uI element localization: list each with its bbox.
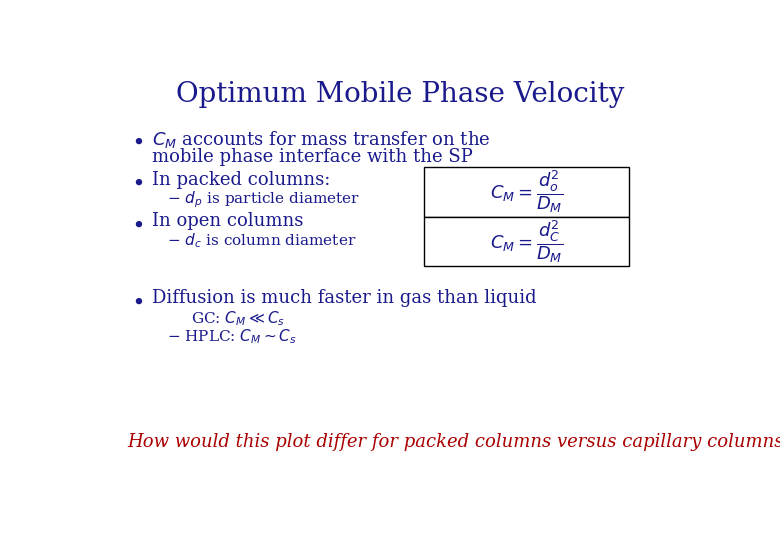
Text: mobile phase interface with the SP: mobile phase interface with the SP (152, 148, 473, 166)
Text: $\bullet$: $\bullet$ (131, 289, 143, 312)
Text: $\bullet$: $\bullet$ (131, 171, 143, 193)
Text: $-$ HPLC: $C_M \sim C_s$: $-$ HPLC: $C_M \sim C_s$ (167, 328, 297, 346)
Text: GC: $C_M \ll C_s$: GC: $C_M \ll C_s$ (191, 309, 285, 328)
Text: Optimum Mobile Phase Velocity: Optimum Mobile Phase Velocity (176, 82, 624, 109)
Text: $C_M$ accounts for mass transfer on the: $C_M$ accounts for mass transfer on the (152, 129, 491, 150)
Text: $-\ d_p$ is particle diameter: $-\ d_p$ is particle diameter (167, 190, 360, 210)
Text: $C_M = \dfrac{d_C^2}{D_M}$: $C_M = \dfrac{d_C^2}{D_M}$ (490, 218, 563, 265)
Text: $\bullet$: $\bullet$ (131, 212, 143, 234)
Text: $C_M = \dfrac{d_o^2}{D_M}$: $C_M = \dfrac{d_o^2}{D_M}$ (490, 168, 563, 215)
Text: $\bullet$: $\bullet$ (131, 129, 143, 151)
Text: In packed columns:: In packed columns: (152, 171, 330, 189)
Text: How would this plot differ for packed columns versus capillary columns?: How would this plot differ for packed co… (128, 433, 780, 451)
Bar (424, 167, 629, 217)
Bar (424, 217, 629, 266)
Text: In open columns: In open columns (152, 212, 303, 231)
Text: Diffusion is much faster in gas than liquid: Diffusion is much faster in gas than liq… (152, 289, 537, 307)
Text: $-\ d_c$ is column diameter: $-\ d_c$ is column diameter (167, 231, 356, 250)
